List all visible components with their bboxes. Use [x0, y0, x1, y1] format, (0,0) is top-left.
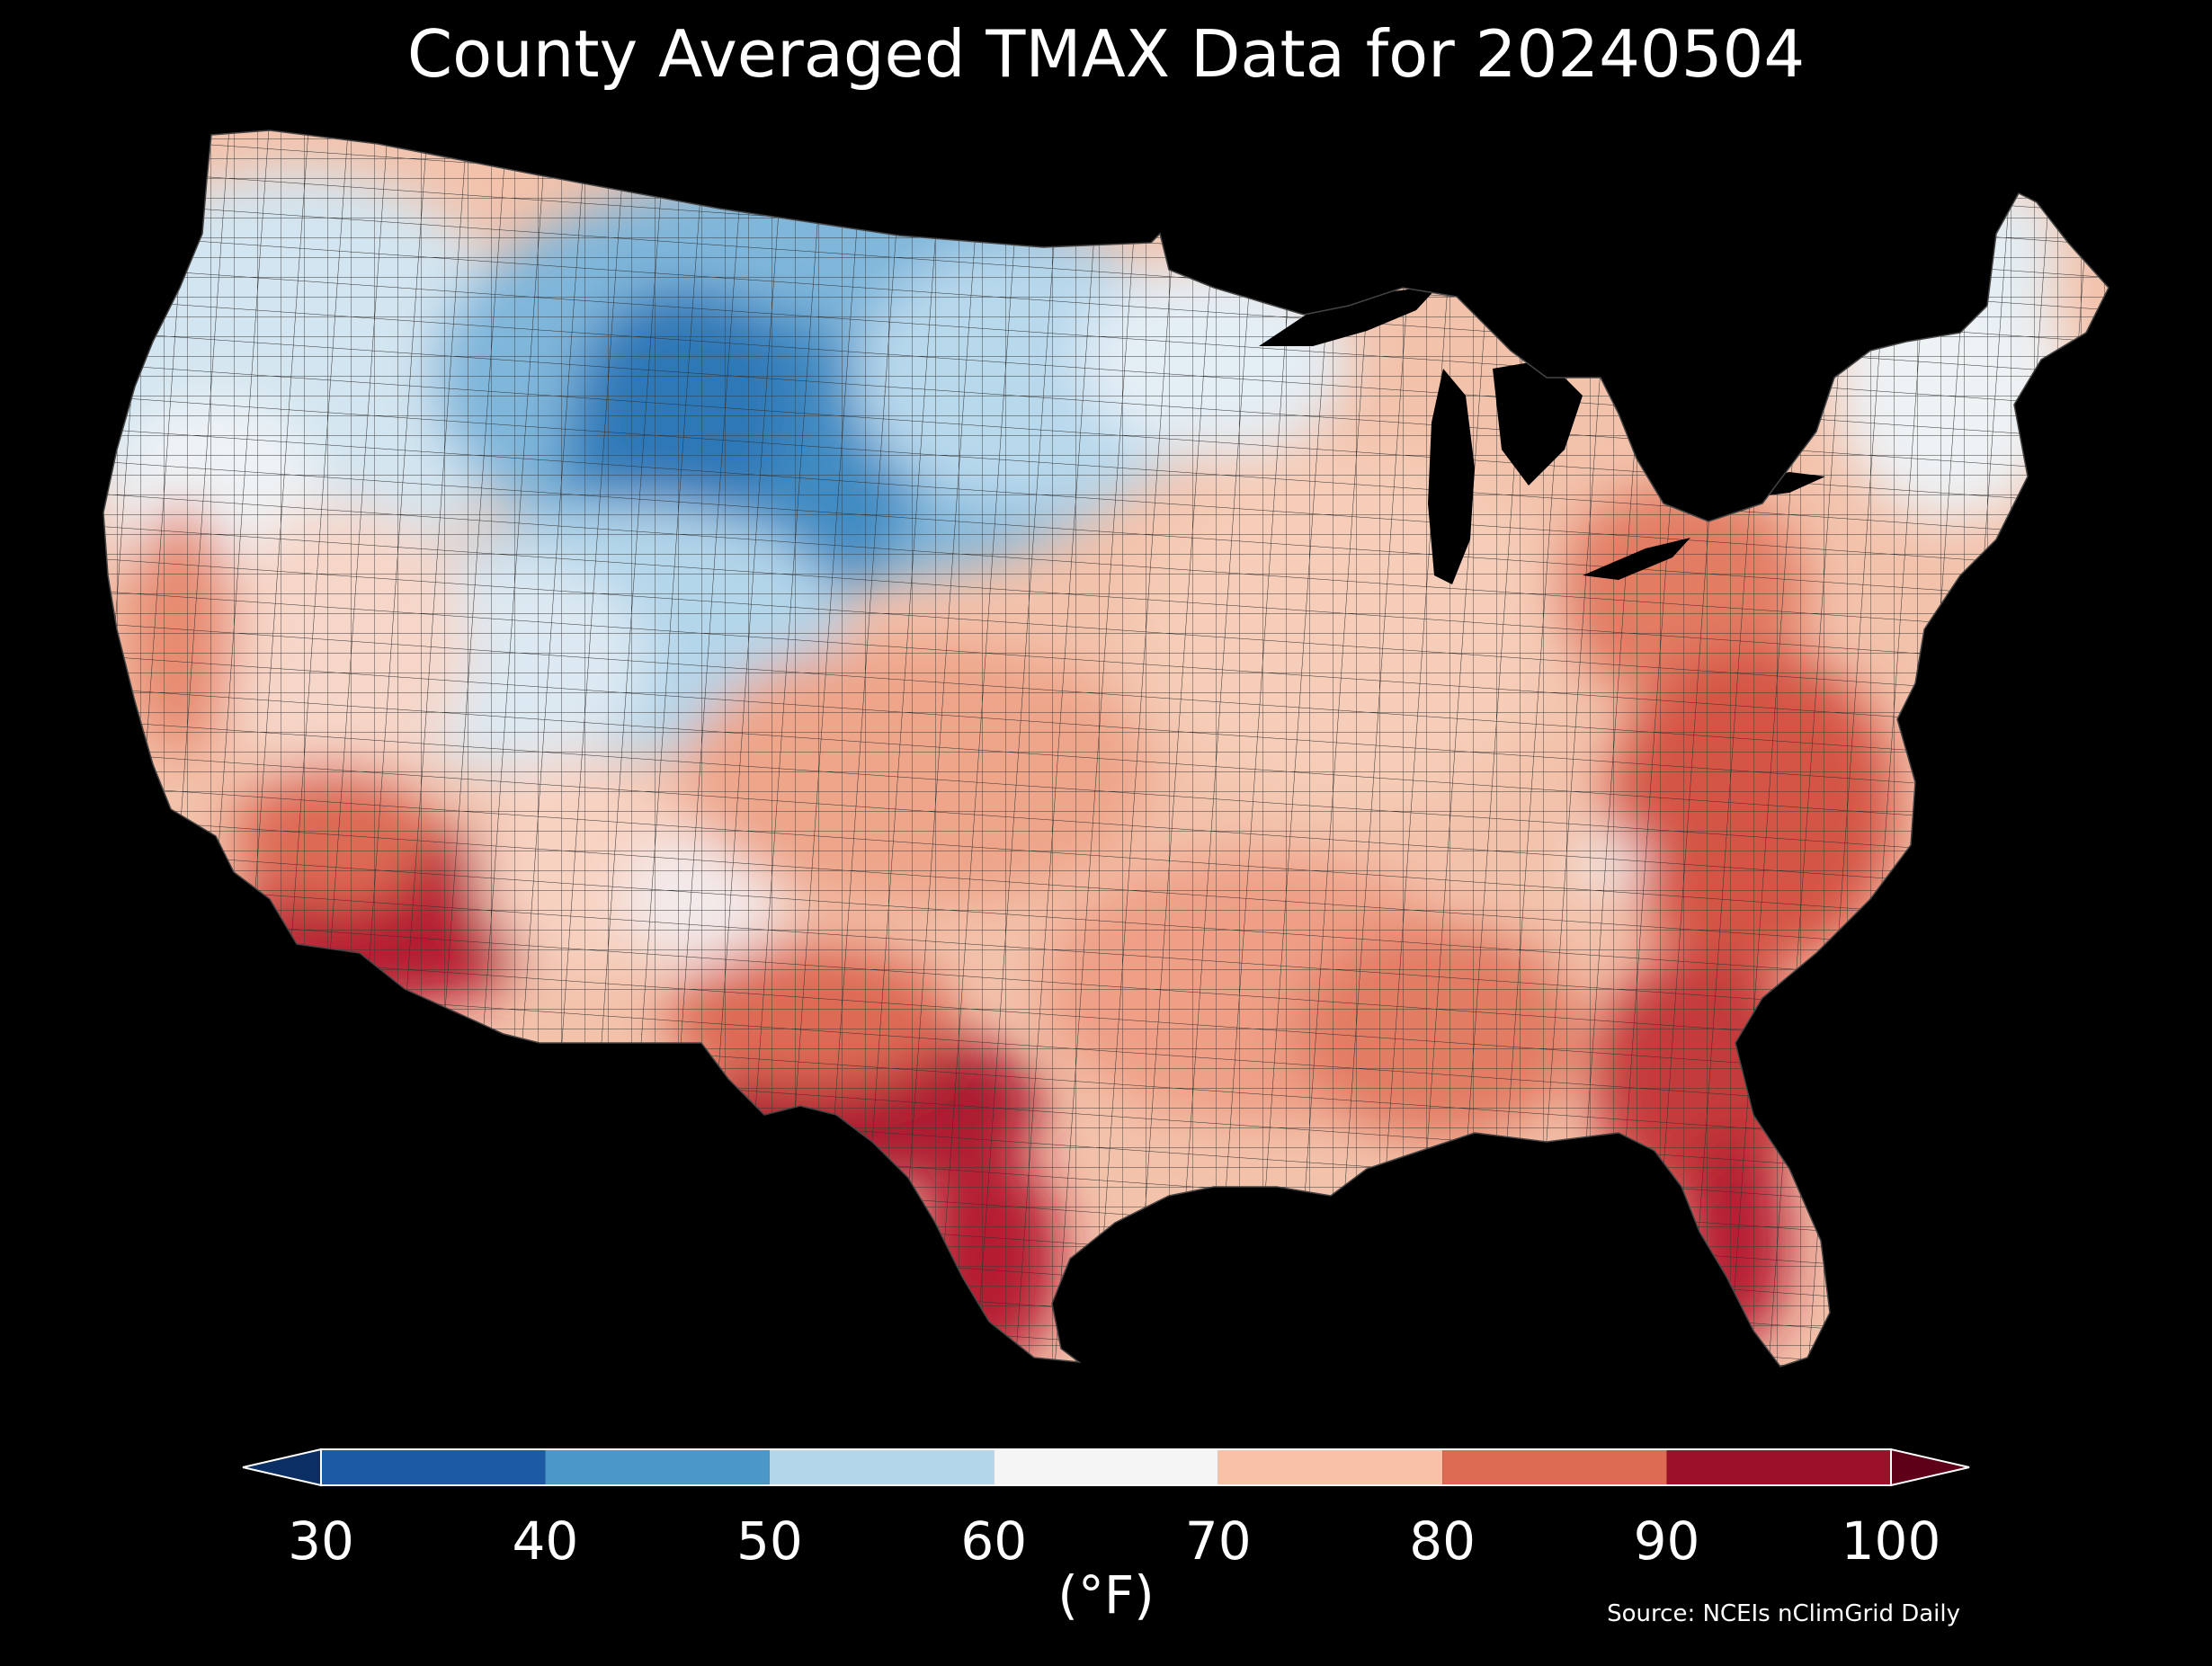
colorbar-unit-label: (°F) — [1057, 1564, 1155, 1626]
us-outline — [103, 129, 2109, 1368]
colorbar-tick-label: 50 — [736, 1510, 803, 1572]
colorbar-tick-label: 60 — [960, 1510, 1028, 1572]
lake-superior — [1259, 286, 1439, 346]
colorbar-bin-50-60 — [769, 1449, 995, 1485]
colorbar-tick-label: 70 — [1184, 1510, 1252, 1572]
lake-michigan — [1428, 369, 1475, 584]
colorbar-tick-label: 40 — [512, 1510, 579, 1572]
great-lakes — [1259, 286, 1825, 584]
colorbar-bin-70-80 — [1217, 1449, 1443, 1485]
colorbar-bin-40-50 — [545, 1449, 770, 1485]
colorbar-under-arrow — [242, 1448, 322, 1487]
colorbar-bin-60-70 — [994, 1449, 1218, 1485]
colorbar-tick-label: 90 — [1633, 1510, 1700, 1572]
colorbar-over-arrow — [1890, 1448, 1970, 1487]
colorbar-tick-label: 80 — [1409, 1510, 1476, 1572]
colorbar-frame — [320, 1448, 1892, 1486]
colorbar-tick-label: 30 — [288, 1510, 354, 1572]
lake-huron — [1493, 360, 1583, 486]
source-credit: Source: NCEIs nClimGrid Daily — [1607, 1600, 1960, 1627]
map-title: County Averaged TMAX Data for 20240504 — [406, 16, 1806, 92]
colorbar-bin-90-100 — [1666, 1449, 1891, 1485]
lake-erie — [1583, 538, 1690, 580]
colorbar-tick-label: 100 — [1841, 1510, 1941, 1572]
colorbar-bin-80-90 — [1442, 1449, 1667, 1485]
colorbar-bin-30-40 — [321, 1449, 546, 1485]
